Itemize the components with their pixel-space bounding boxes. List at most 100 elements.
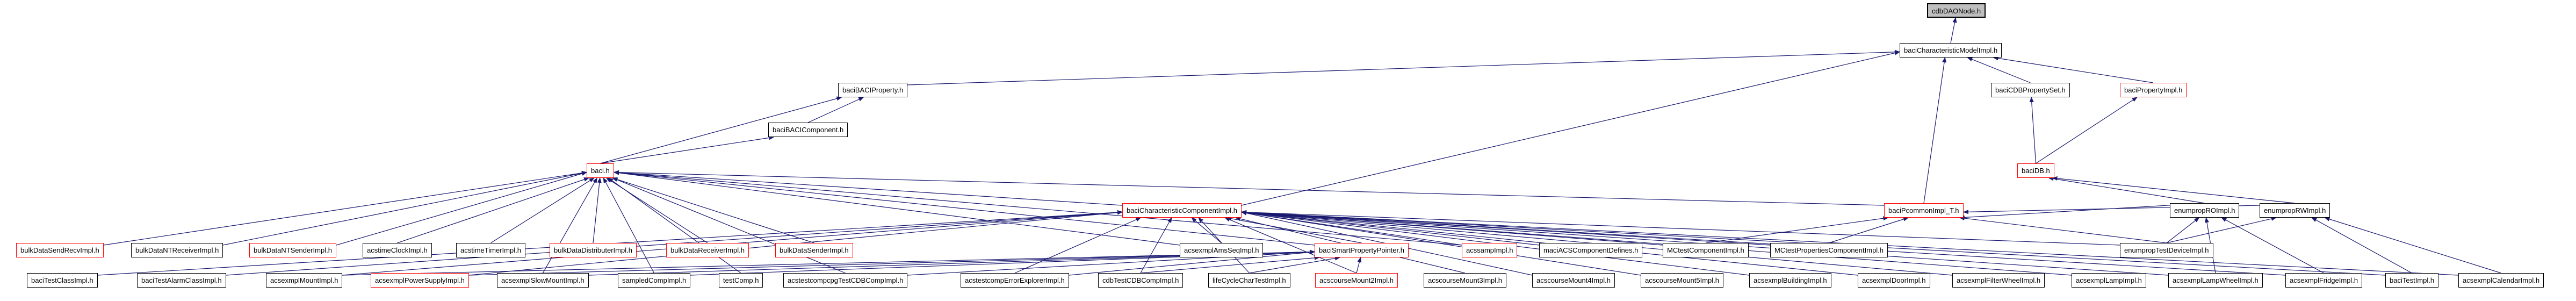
graph-node[interactable]: acsexmplCalendarImpl.h [2458,273,2544,288]
graph-node[interactable]: baciBACIComponent.h [768,123,848,137]
graph-edge [593,177,602,243]
graph-node[interactable]: acscourseMount4Impl.h [1532,273,1615,288]
graph-node[interactable]: baciPcommonImpl_T.h [1884,203,1964,218]
graph-node[interactable]: acsexmplLampImpl.h [2072,273,2146,288]
graph-node[interactable]: baciDB.h [2017,163,2054,178]
graph-node[interactable]: acsexmplMountImpl.h [266,273,343,288]
graph-edge [2036,97,2138,164]
graph-node[interactable]: baciPropertyImpl.h [2120,83,2187,97]
graph-edge [222,171,587,246]
graph-node[interactable]: testComp.h [719,273,763,288]
graph-edge [1923,57,1947,204]
graph-node[interactable]: acstimeClockImpl.h [363,243,432,257]
graph-node[interactable]: bulkDataNTReceiverImpl.h [131,243,223,257]
graph-node[interactable]: acstestcompcpgTestCDBCompImpl.h [783,273,908,288]
graph-edge [542,177,597,274]
graph-edge [612,177,846,274]
graph-edge [2311,217,2412,274]
graph-edge [1224,217,1357,274]
graph-edge [1959,216,2167,243]
graph-node[interactable]: acstestcompErrorExplorerImpl.h [961,273,1069,288]
graph-edge [608,177,741,274]
graph-edge [2029,97,2037,164]
graph-node[interactable]: acscourseMount2Impl.h [1315,273,1398,288]
graph-edge [603,177,655,274]
graph-node[interactable]: acsexmplPowerSupplyImpl.h [371,273,469,288]
graph-edge [1241,51,1900,206]
graph-edge [1950,17,1957,44]
graph-edge [1993,56,2154,83]
graph-node[interactable]: acsexmplLampWheelImpl.h [2168,273,2263,288]
graph-edge [1241,210,2072,276]
graph-edge [1014,217,1142,274]
graph-node[interactable]: acssampImpl.h [1462,243,1518,257]
graph-edge [397,177,590,243]
graph-edge [336,171,587,246]
graph-edge [614,170,1123,206]
graph-edge [614,170,1315,246]
graph-edge [342,249,1315,276]
graph-node[interactable]: acstimeTimerImpl.h [456,243,525,257]
graph-node[interactable]: baciCharacteristicModelImpl.h [1900,43,2002,58]
graph-edge [600,135,775,164]
graph-node[interactable]: enumpropRWImpl.h [2260,203,2330,218]
graph-edge [2221,217,2324,274]
graph-edge [614,170,1180,246]
graph-node[interactable]: baciTestClassImpl.h [27,273,98,288]
graph-node[interactable]: acsexmplFilterWheelImpl.h [1952,273,2045,288]
graph-edge [1241,210,1641,276]
graph-node[interactable]: acsexmplBuildingImpl.h [1749,273,1831,288]
graph-node[interactable]: MCtestComponentImpl.h [1663,243,1749,257]
graph-edge [807,97,864,123]
graph-edge [1140,217,1172,274]
graph-edge [1967,57,2031,83]
graph-edge [1241,210,1540,246]
graph-node[interactable]: acsexmplFridgeImpl.h [2285,273,2363,288]
graph-node[interactable]: baciSmartPropertyPointer.h [1315,243,1409,257]
graph-edge [600,96,842,164]
graph-edge [1241,210,2120,246]
graph-node[interactable]: enumpropTestDeviceImpl.h [2120,243,2213,257]
graph-node[interactable]: acsexmplAmsSeqImpl.h [1180,243,1264,257]
graph-node[interactable]: bulkDataDistributerImpl.h [550,243,637,257]
graph-node[interactable]: acscourseMount3Impl.h [1424,273,1507,288]
graph-node[interactable]: bulkDataNTSenderImpl.h [249,243,336,257]
graph-edge [1249,256,1340,274]
graph-node[interactable]: bulkDataSendRecvImpl.h [16,243,104,257]
graph-node[interactable]: bulkDataReceiverImpl.h [666,243,749,257]
graph-node[interactable]: maciACSComponentDefines.h [1539,243,1643,257]
graph-edge [1241,210,2286,276]
graph-node[interactable]: acsexmplDoorImpl.h [1858,273,1930,288]
graph-node[interactable]: baciTestAlarmClassImpl.h [137,273,226,288]
graph-node[interactable]: lifeCycleCharTestImpl.h [1208,273,1290,288]
graph-node[interactable]: baciTestImpl.h [2385,273,2439,288]
graph-edge [1191,217,1222,243]
graph-node[interactable]: baciBACIProperty.h [838,83,908,97]
graph-node[interactable]: acsexmplSlowMountImpl.h [497,273,589,288]
graph-node[interactable]: sampledCompImpl.h [618,273,691,288]
graph-node[interactable]: enumpropROImpl.h [2170,203,2240,218]
graph-node[interactable]: MCtestPropertiesComponentImpl.h [1770,243,1888,257]
graph-node[interactable]: cdbTestCDBCompImpl.h [1098,273,1184,288]
graph-node[interactable]: baciCharacteristicComponentImpl.h [1122,203,1242,218]
graph-edge [907,49,1900,85]
graph-edge [490,177,595,243]
graph-edge [468,249,1315,276]
graph-edge [1705,216,1889,243]
graph-edge [2166,217,2200,243]
graph-edge [1356,257,1362,274]
graph-edge [1140,255,1320,274]
graph-node[interactable]: acscourseMount5Impl.h [1641,273,1724,288]
graph-node[interactable]: bulkDataSenderImpl.h [775,243,853,257]
graph-edge [1829,217,1909,243]
graph-edge [614,170,1885,206]
graph-edge [2324,217,2501,274]
graph-edge [612,177,814,243]
graph-node[interactable]: baciCDBPropertySet.h [1991,83,2070,97]
graph-edge [1959,203,2205,220]
graph-edge [103,170,587,246]
graph-node[interactable]: baci.h [587,163,614,178]
graph-edge [1069,250,1315,276]
